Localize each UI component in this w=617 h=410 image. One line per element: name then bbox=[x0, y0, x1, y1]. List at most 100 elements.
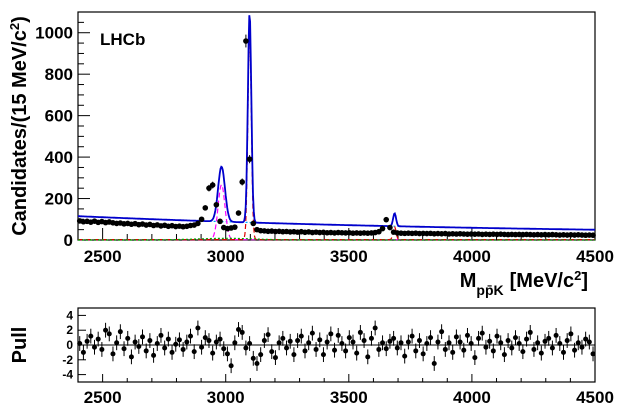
main-y-tick-label: 1000 bbox=[35, 24, 73, 43]
y-axis-title-close: ) bbox=[9, 16, 31, 23]
pull-point bbox=[320, 352, 326, 358]
pull-point bbox=[494, 333, 500, 339]
pull-point bbox=[357, 329, 363, 335]
pull-point bbox=[435, 339, 441, 345]
pull-point bbox=[80, 349, 86, 355]
pull-point bbox=[128, 354, 134, 360]
pull-point bbox=[110, 351, 116, 357]
data-point bbox=[195, 220, 201, 227]
data-point bbox=[213, 201, 220, 208]
pull-point bbox=[317, 337, 323, 343]
main-x-axis-title: Mpp̄K [MeV/c2] bbox=[460, 268, 588, 299]
pull-point bbox=[239, 329, 245, 335]
pull-point bbox=[461, 347, 467, 353]
pull-point bbox=[162, 345, 168, 351]
pull-point bbox=[228, 363, 234, 369]
data-point bbox=[379, 225, 386, 232]
y-axis-title-main: Candidates/(15 MeV/c bbox=[9, 30, 31, 236]
pull-point bbox=[250, 355, 256, 361]
pull-point bbox=[479, 330, 485, 336]
data-point bbox=[387, 224, 393, 231]
pull-point bbox=[284, 345, 290, 351]
main-plot-frame bbox=[77, 11, 596, 241]
pull-point bbox=[372, 325, 378, 331]
pull-point bbox=[557, 341, 563, 347]
main-y-tick-label: 0 bbox=[64, 231, 73, 250]
pull-point bbox=[224, 351, 230, 357]
pull-y-tick-label: -4 bbox=[62, 368, 73, 382]
pull-point bbox=[180, 346, 186, 352]
pull-point bbox=[368, 335, 374, 341]
pull-point bbox=[586, 339, 592, 345]
pull-point bbox=[542, 338, 548, 344]
pull-point bbox=[450, 349, 456, 355]
pull-point bbox=[309, 330, 315, 336]
pull-point bbox=[184, 339, 190, 345]
pull-point bbox=[413, 348, 419, 354]
pull-x-tick-label: 3000 bbox=[207, 388, 245, 407]
pull-point bbox=[380, 340, 386, 346]
pull-point bbox=[546, 335, 552, 341]
x-axis-title-main: M bbox=[460, 270, 477, 292]
pull-point bbox=[376, 346, 382, 352]
pull-point bbox=[483, 344, 489, 350]
data-point bbox=[383, 216, 390, 223]
pull-point bbox=[280, 335, 286, 341]
pull-point bbox=[476, 335, 482, 341]
pull-y-tick-label: -2 bbox=[62, 353, 73, 367]
pull-point bbox=[272, 355, 278, 361]
pull-point bbox=[191, 349, 197, 355]
pull-point bbox=[328, 331, 334, 337]
pull-point bbox=[199, 344, 205, 350]
main-y-tick-label: 600 bbox=[45, 107, 73, 126]
pull-point bbox=[405, 339, 411, 345]
data-point bbox=[590, 232, 596, 239]
pull-point bbox=[446, 340, 452, 346]
pull-point bbox=[114, 340, 120, 346]
pull-point bbox=[313, 346, 319, 352]
pull-x-tick-label: 4000 bbox=[453, 388, 491, 407]
pull-point bbox=[173, 341, 179, 347]
main-y-tick-label: 400 bbox=[45, 148, 73, 167]
pull-point bbox=[210, 350, 216, 356]
pull-point bbox=[84, 338, 90, 344]
main-x-tick-label: 3000 bbox=[207, 247, 245, 266]
pull-x-ticks: 2500 3000 3500 4000 4500 bbox=[77, 374, 614, 407]
pull-point bbox=[464, 332, 470, 338]
lhcb-label: LHCb bbox=[100, 30, 145, 49]
data-point bbox=[206, 185, 212, 191]
pull-x-tick-label: 2500 bbox=[84, 388, 122, 407]
pull-point bbox=[527, 329, 533, 335]
main-x-tick-label: 4500 bbox=[576, 247, 614, 266]
pull-point bbox=[243, 345, 249, 351]
data-point bbox=[202, 205, 209, 211]
pull-point bbox=[468, 341, 474, 347]
pull-point bbox=[560, 349, 566, 355]
pull-point bbox=[583, 336, 589, 342]
pull-point bbox=[339, 341, 345, 347]
pull-point bbox=[88, 333, 94, 339]
pull-point bbox=[291, 352, 297, 358]
main-x-ticks: 2500 3000 3500 4000 4500 bbox=[77, 228, 614, 266]
pull-point bbox=[151, 352, 157, 358]
pull-point bbox=[324, 339, 330, 345]
pull-point bbox=[431, 361, 437, 366]
pull-point bbox=[520, 349, 526, 355]
pull-point bbox=[387, 338, 393, 344]
x-axis-title-sub: pp̄K bbox=[476, 282, 503, 298]
pull-point bbox=[420, 351, 426, 357]
data-point bbox=[246, 156, 253, 162]
pull-point bbox=[217, 336, 223, 342]
pull-point bbox=[206, 338, 212, 344]
main-panel: 0 200 400 600 800 1000 2500 3000 3500 4000 4500 L… bbox=[35, 11, 614, 266]
data-point bbox=[209, 182, 216, 188]
data-point bbox=[239, 179, 246, 185]
pull-point bbox=[549, 345, 555, 351]
pull-point bbox=[402, 353, 408, 359]
pull-point bbox=[383, 346, 389, 352]
pull-point bbox=[158, 332, 164, 338]
pull-point bbox=[117, 329, 123, 335]
pull-y-axis-title: Pull bbox=[9, 327, 31, 364]
